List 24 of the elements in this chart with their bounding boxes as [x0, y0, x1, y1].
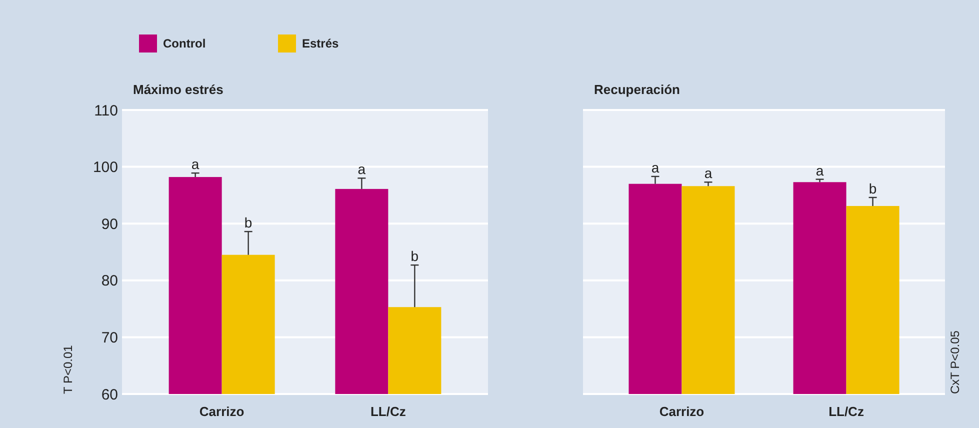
x-tick-label: LL/Cz: [828, 404, 864, 419]
text: T P<0.01: [61, 344, 75, 394]
y-tick-label: 60: [101, 386, 118, 404]
data-label: b: [868, 180, 877, 196]
data-label: b: [410, 248, 419, 264]
data-label: b: [244, 214, 252, 231]
legend-label: Estrés: [302, 36, 340, 51]
data-label: a: [816, 162, 824, 178]
x-tick-label: Carrizo: [659, 404, 704, 419]
y-tick-label: 110: [94, 102, 118, 120]
y-tick-label: 100: [92, 159, 118, 176]
y-tick-label: 90: [101, 216, 118, 233]
data-label: a: [704, 165, 712, 182]
data-label: a: [358, 161, 366, 178]
text: CxT P<0.05: [948, 330, 962, 394]
data-label: a: [651, 159, 660, 176]
chart-title: Recuperación: [594, 82, 680, 97]
y-tick-label: 80: [101, 272, 118, 290]
x-tick-label: Carrizo: [199, 404, 244, 419]
legend-label: Control: [163, 36, 206, 51]
x-tick-label: LL/Cz: [370, 404, 406, 419]
chart-title: Máximo estrés: [133, 82, 224, 97]
data-label: a: [191, 156, 200, 172]
y-tick-label: 70: [101, 329, 118, 346]
